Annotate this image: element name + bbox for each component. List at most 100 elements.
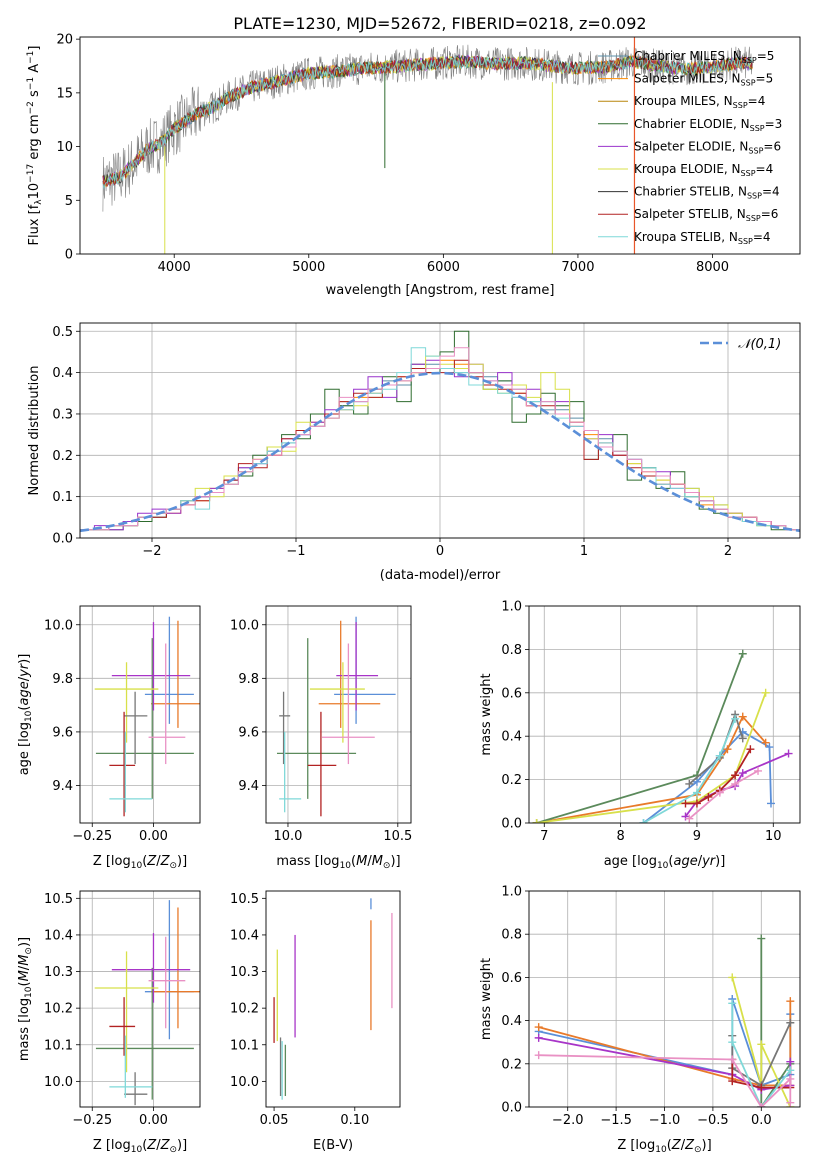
y-tick-label: 9.6 [52, 725, 73, 740]
label-part: erg cm [27, 114, 42, 163]
weight-marker [728, 999, 737, 1008]
y-tick-label: 0.0 [52, 532, 73, 547]
weight-marker [738, 649, 747, 658]
label-part: 10 [131, 1145, 143, 1155]
y-tick-label: 10.5 [44, 892, 73, 907]
label-part: ⊙ [169, 1145, 177, 1155]
x-axis-label: age [log10(age/yr)] [604, 854, 726, 871]
label-part: =4 [756, 162, 774, 176]
y-tick-label: 0.8 [501, 643, 522, 658]
label-part: 10 [27, 183, 42, 200]
plot-area [532, 649, 793, 823]
label-part: Z [log [93, 1138, 131, 1153]
axes-frame [528, 605, 801, 824]
error-point [151, 620, 200, 728]
y-tick-label: 10.0 [44, 618, 73, 633]
label-part: ( [667, 1138, 672, 1153]
figure-title: PLATE=1230, MJD=52672, FIBERID=0218, z=0… [233, 14, 646, 33]
label-part: age [17, 681, 32, 705]
weight-line [538, 1054, 792, 1107]
weight-marker [731, 771, 740, 780]
label-part: SSP [741, 169, 756, 178]
label-part: / [681, 1138, 686, 1153]
x-tick-label: 10 [765, 829, 782, 844]
label-part: s [27, 90, 42, 101]
weight-marker [685, 814, 694, 823]
weight-marker [639, 819, 648, 823]
error-point [95, 967, 194, 1100]
label-part: / [17, 965, 32, 970]
y-tick-label: 10.3 [230, 965, 259, 980]
y-tick-label: 10.1 [44, 1038, 73, 1053]
error-point [109, 1035, 153, 1098]
x-tick-label: 10.5 [383, 829, 412, 844]
y-tick-label: 5 [65, 194, 73, 209]
label-part: / [367, 854, 372, 869]
error-point [111, 933, 191, 1003]
y-tick-label: 9.8 [238, 672, 259, 687]
weight-marker [761, 738, 770, 747]
label-part: λ [34, 199, 44, 205]
weight-line [760, 938, 792, 1107]
label-part: / [156, 854, 161, 869]
x-tick-label: 8 [616, 829, 624, 844]
y-tick-label: 15 [56, 86, 73, 101]
label-part: Kroupa MILES, N [634, 94, 733, 108]
weight-line [643, 718, 736, 823]
weight-marker [534, 1033, 543, 1042]
weight-marker [738, 712, 747, 721]
y-tick-label: 0.2 [52, 449, 73, 464]
label-part: 10 [131, 861, 143, 871]
error-point [318, 620, 381, 728]
weight-marker [738, 769, 747, 778]
legend-entry: Kroupa STELIB, NSSP=4 [634, 230, 771, 246]
y-tick-label: 20 [56, 33, 73, 48]
label-part: Salpeter ELODIE, N [634, 139, 748, 153]
label-part: ] [27, 46, 42, 51]
legend-entry: Kroupa MILES, NSSP=4 [634, 94, 765, 110]
error-point [109, 731, 153, 813]
label-part: 10 [24, 986, 34, 998]
label-part: ( [668, 854, 673, 869]
y-tick-label: 0.3 [52, 407, 73, 422]
label-part: ( [142, 854, 147, 869]
weight-marker [715, 788, 724, 797]
label-part: Z [160, 1138, 171, 1153]
label-part: yr [17, 662, 32, 678]
label-part: Z [684, 1138, 695, 1153]
label-part: ( [17, 981, 32, 986]
y-tick-label: 10.5 [230, 892, 259, 907]
label-part: Flux [f [27, 204, 42, 245]
y-tick-label: 0.5 [52, 325, 73, 340]
x-tick-label: 0.10 [340, 1113, 369, 1128]
y-tick-label: 0.2 [501, 1057, 522, 1072]
legend-entry: Salpeter MILES, NSSP=5 [634, 72, 773, 88]
error-point [94, 662, 159, 743]
y-tick-label: 0.0 [501, 1101, 522, 1116]
y-axis-label: Normed distribution [27, 366, 42, 496]
label-part: SSP [742, 56, 757, 65]
label-part: Salpeter MILES, N [634, 72, 741, 86]
label-part: / [698, 854, 703, 869]
weight-marker [766, 799, 775, 808]
weight-marker [532, 819, 541, 823]
plot-area [94, 900, 200, 1106]
weight-marker [704, 792, 713, 801]
label-part: Z [160, 854, 171, 869]
x-tick-label: 1 [580, 544, 588, 559]
weight-marker [757, 1083, 766, 1092]
weight-line [731, 977, 792, 1107]
y-tick-label: 10.4 [230, 928, 259, 943]
label-part: SSP [746, 214, 761, 223]
label-part: SSP [738, 237, 753, 246]
weight-marker [728, 973, 737, 982]
legend: 𝒩(0,1) [700, 337, 781, 352]
label-part: )] [17, 937, 32, 947]
plot-area [80, 330, 800, 538]
label-part: )] [17, 654, 32, 664]
weight-marker [685, 779, 694, 788]
x-tick-label: −0.5 [697, 1113, 729, 1128]
label-part: 10 [657, 861, 669, 871]
weight-marker [738, 734, 747, 743]
